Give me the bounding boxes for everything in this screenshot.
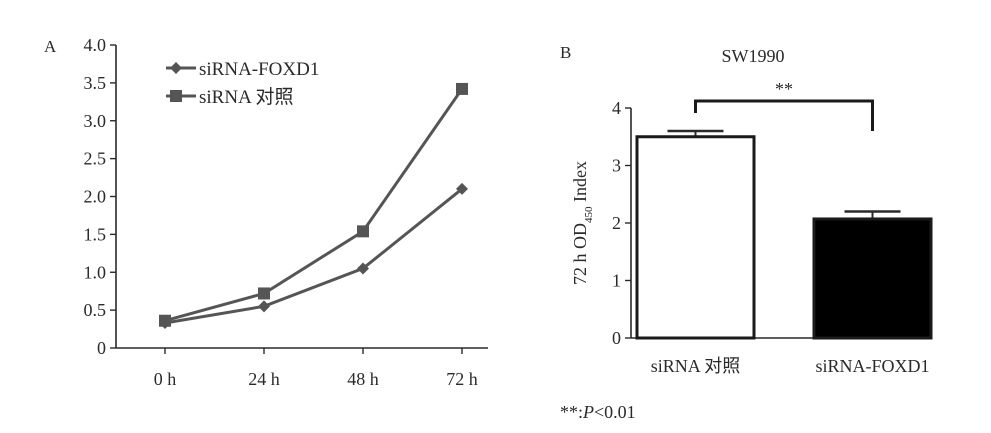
panel-b-y-ticks: 0 1 2 3 4: [612, 98, 631, 348]
legend-entry: siRNA 对照: [166, 86, 294, 108]
bar-group-0: [635, 129, 756, 340]
y-tick-label: 1: [612, 271, 621, 291]
data-point: [258, 300, 270, 313]
series-0: [159, 182, 468, 330]
x-category-label: siRNA 对照: [651, 356, 741, 376]
panel-a-label: A: [44, 37, 57, 56]
series-line: [164, 187, 463, 325]
panel-b-bars: [635, 129, 933, 340]
panel-b-bar-chart: B SW1990 72 h OD450 Index 0 1 2 3 4 siRNA 对照…: [560, 43, 933, 422]
bracket-line: [694, 99, 874, 131]
x-tick-label: 24 h: [248, 369, 280, 389]
data-point: [456, 182, 468, 195]
footnote: **:P<0.01: [560, 402, 636, 422]
y-tick-label: 3.0: [84, 111, 107, 131]
y-tick-label: 2: [612, 213, 621, 233]
panel-b-y-axis-label: 72 h OD450 Index: [570, 161, 595, 285]
panel-a-x-ticks: 0 h 24 h 48 h 72 h: [154, 348, 478, 389]
ylabel-tail: Index: [570, 161, 590, 206]
ylabel-sub: 450: [583, 206, 595, 223]
legend-entry: siRNA-FOXD1: [166, 59, 319, 80]
panel-a-series: [159, 82, 468, 330]
series-line: [164, 88, 464, 323]
ylabel-main: 72 h OD: [570, 223, 590, 285]
y-tick-label: 2.0: [84, 187, 107, 207]
y-tick-label: 0: [612, 328, 621, 348]
y-tick-label: 2.5: [84, 149, 107, 169]
data-point: [357, 225, 369, 238]
y-tick-label: 4.0: [84, 35, 107, 55]
data-point: [456, 82, 468, 95]
y-tick-label: 0: [97, 338, 106, 358]
y-tick-label: 3: [612, 156, 621, 176]
panel-b-label: B: [560, 43, 571, 62]
significance-stars: **: [775, 79, 793, 99]
series-1: [159, 82, 468, 327]
footnote-p: P: [582, 402, 594, 422]
legend-label: siRNA 对照: [199, 86, 294, 108]
y-tick-label: 3.5: [84, 73, 107, 93]
y-tick-label: 4: [612, 98, 621, 118]
bar: [635, 135, 756, 340]
y-tick-label: 0.5: [84, 300, 107, 320]
data-point: [159, 314, 171, 327]
x-tick-label: 72 h: [446, 369, 478, 389]
footnote-prefix: **:: [560, 402, 583, 422]
panel-b-x-labels: siRNA 对照 siRNA-FOXD1: [651, 356, 930, 376]
legend-marker: [170, 90, 182, 102]
panel-a-y-ticks: 0 0.5 1.0 1.5 2.0 2.5 3.0 3.5 4.0: [84, 35, 116, 358]
significance-bracket: **: [694, 79, 874, 131]
legend-label: siRNA-FOXD1: [199, 59, 319, 80]
y-tick-label: 1.0: [84, 262, 107, 282]
panel-a-line-chart: A 0 0.5 1.0 1.5 2.0 2.5 3.0 3.5 4.0 0 h 24 h 48 h 7…: [44, 35, 488, 389]
legend-marker: [170, 62, 182, 74]
x-category-label: siRNA-FOXD1: [815, 356, 929, 376]
x-tick-label: 48 h: [347, 369, 379, 389]
x-tick-label: 0 h: [154, 369, 177, 389]
data-point: [258, 287, 270, 300]
bar-group-1: [812, 210, 933, 340]
footnote-rest: <0.01: [594, 402, 636, 422]
data-point: [357, 262, 369, 275]
bar: [812, 217, 933, 340]
panel-b-title: SW1990: [722, 46, 785, 66]
y-tick-label: 1.5: [84, 224, 107, 244]
panel-a-legend: siRNA-FOXD1 siRNA 对照: [166, 59, 319, 108]
